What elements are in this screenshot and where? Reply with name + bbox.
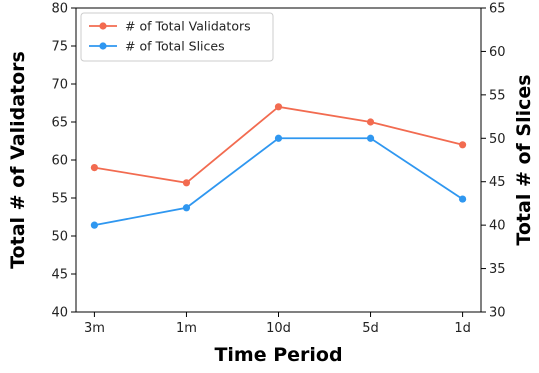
legend: # of Total Validators # of Total Slices [80,12,274,62]
legend-label-validators: # of Total Validators [125,19,251,34]
right-y-tick-label: 40 [489,219,506,234]
left-y-tick-label: 65 [51,116,68,131]
right-y-tick-label: 55 [489,88,506,103]
x-axis-title: Time Period [214,344,342,366]
x-tick-label: 1d [454,321,471,336]
right-y-tick-label: 35 [489,262,506,277]
left-y-tick-label: 80 [51,2,68,17]
data-point-slices [274,134,283,142]
left-y-tick-label: 45 [51,268,68,283]
right-y-tick-label: 50 [489,132,506,147]
right-y-tick-label: 60 [489,45,506,60]
legend-marker-slices [99,42,107,50]
right-y-axis-title: Total # of Slices [513,74,535,245]
x-tick-label: 3m [84,321,105,336]
data-point-slices [182,204,191,212]
left-y-tick-label: 70 [51,78,68,93]
left-y-axis-title: Total # of Validators [7,51,29,269]
data-point-validators [90,164,99,172]
left-y-tick-label: 40 [51,306,68,321]
data-point-validators [182,179,191,187]
legend-marker-validators [99,22,107,30]
x-tick-label: 10d [266,321,291,336]
left-y-tick-label: 55 [51,192,68,207]
x-tick-label: 5d [362,321,379,336]
left-y-tick-label: 60 [51,154,68,169]
right-y-tick-label: 45 [489,175,506,190]
series-line-validators [94,105,463,184]
data-point-slices [458,195,467,203]
right-y-tick-label: 30 [489,306,506,321]
left-y-tick-label: 75 [51,40,68,55]
axes: 3m 1m 10d 5d 1d 40 45 50 55 60 65 70 75 80 30 35 40 45 50 5… [51,2,505,337]
right-y-tick-label: 65 [489,2,506,17]
x-tick-label: 1m [176,321,197,336]
legend-box [80,12,274,62]
data-point-validators [274,103,283,111]
data-point-validators [458,141,467,149]
data-point-slices [366,134,375,142]
series-layer [90,103,467,229]
left-y-tick-label: 50 [51,230,68,245]
data-point-slices [90,221,99,229]
series-line-slices [94,137,464,227]
data-point-validators [366,118,375,126]
legend-label-slices: # of Total Slices [125,39,225,54]
